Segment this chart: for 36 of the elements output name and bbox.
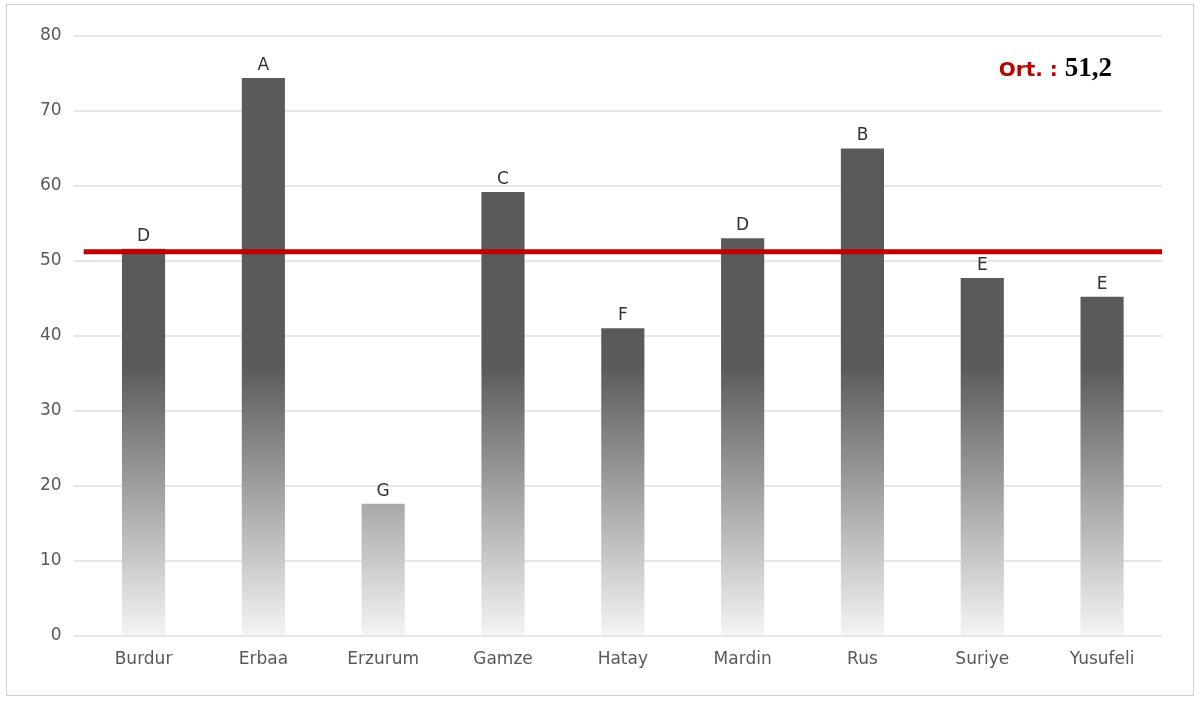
y-tick-label: 20 [39,474,62,495]
bar [601,328,645,635]
data-label: D [136,224,151,245]
y-tick-label: 40 [39,324,62,345]
data-label: F [617,304,628,325]
x-tick-label: Burdur [114,648,173,669]
y-tick-label: 60 [39,174,62,195]
data-label: E [976,254,988,275]
bar [241,77,285,635]
x-tick-label: Yusufeli [1068,648,1135,669]
y-tick-label: 30 [39,399,62,420]
x-tick-label: Mardin [713,648,772,669]
bar [840,148,885,635]
data-label: C [497,167,509,188]
ref-line-label: Ort. : 51,2 [998,52,1112,82]
bar [960,278,1004,635]
x-tick-label: Erzurum [347,648,420,669]
data-label: A [257,53,270,74]
y-tick-label: 10 [39,549,62,570]
y-tick-label: 70 [39,99,62,120]
x-tick-label: Erbaa [238,648,289,669]
data-label: G [376,479,390,500]
data-label: D [736,214,750,235]
x-tick-label: Suriye [955,648,1010,669]
bar [1080,296,1124,635]
y-tick-label: 80 [39,24,62,45]
bar [361,503,405,635]
y-tick-label: 0 [50,624,62,645]
data-label: B [856,124,869,145]
data-label: E [1096,272,1108,293]
x-tick-label: Rus [847,648,878,669]
bar [481,191,525,635]
x-tick-label: Gamze [473,648,533,669]
y-tick-label: 50 [39,249,62,270]
x-tick-label: Hatay [597,648,648,669]
bar [721,238,765,635]
